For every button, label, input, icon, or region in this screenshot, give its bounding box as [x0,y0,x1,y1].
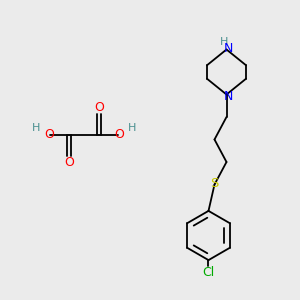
Text: H: H [220,37,228,47]
Text: H: H [32,123,40,134]
Text: O: O [94,101,104,114]
Text: H: H [128,123,136,134]
Text: O: O [44,128,54,141]
Text: N: N [224,41,234,55]
Text: O: O [114,128,124,141]
Text: S: S [210,177,218,190]
Text: O: O [64,156,74,169]
Text: Cl: Cl [202,266,214,279]
Text: N: N [223,89,233,103]
